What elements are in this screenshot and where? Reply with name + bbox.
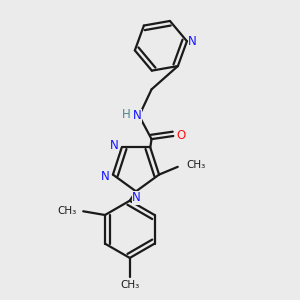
Text: N: N [188,35,197,48]
Text: N: N [110,140,118,152]
Text: CH₃: CH₃ [186,160,206,170]
Text: O: O [176,129,185,142]
Text: N: N [101,170,110,183]
Text: N: N [132,191,141,204]
Text: CH₃: CH₃ [120,280,140,290]
Text: N: N [133,109,142,122]
Text: CH₃: CH₃ [57,206,76,216]
Text: H: H [122,108,130,122]
